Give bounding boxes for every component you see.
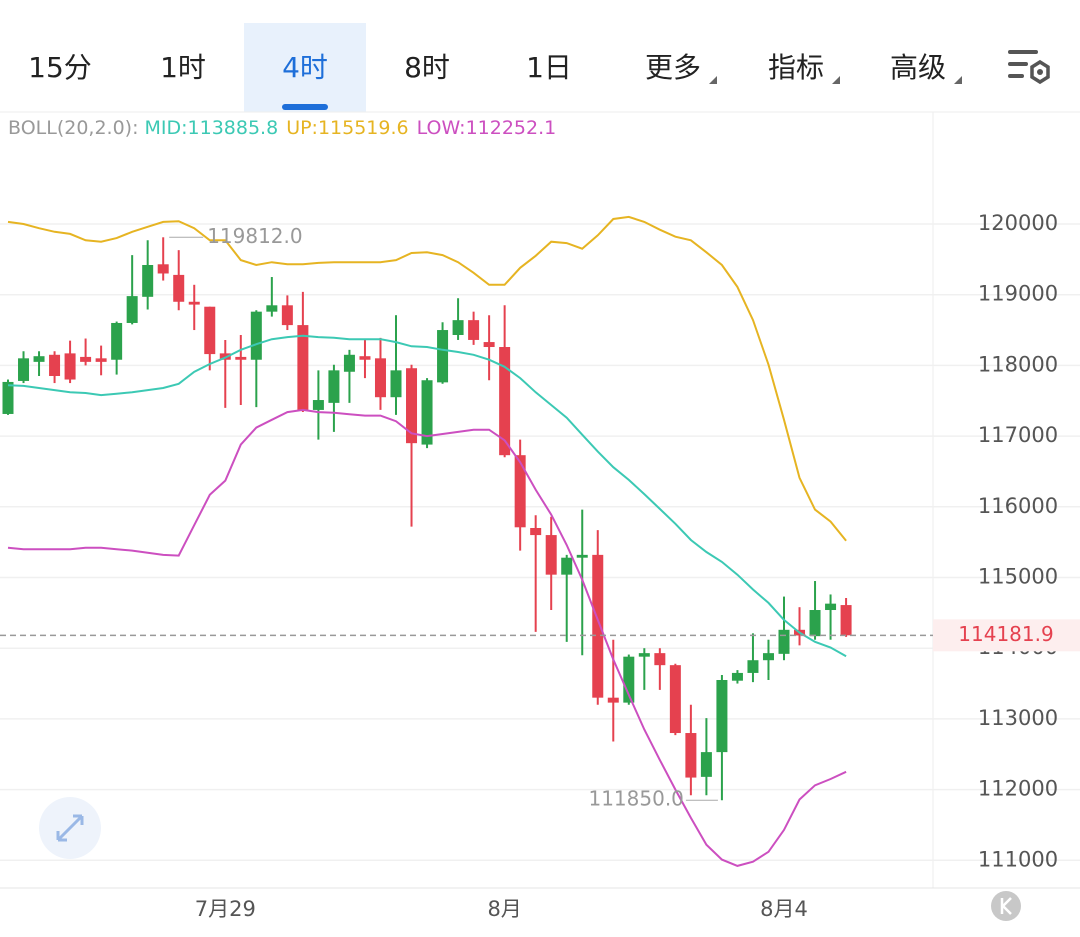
candle-body <box>142 265 154 297</box>
candle-body <box>250 311 262 360</box>
candle-body <box>514 455 526 528</box>
indicator-name: BOLL(20,2.0): <box>8 117 139 139</box>
tab[interactable]: 高级 <box>890 51 946 84</box>
tab[interactable]: 1时 <box>160 51 206 84</box>
candle-body <box>778 629 790 654</box>
candle-body <box>638 653 650 657</box>
annotation: 119812.0 <box>207 224 302 248</box>
candle-body <box>592 554 604 698</box>
y-tick-label: 112000 <box>978 777 1058 801</box>
y-tick-label: 111000 <box>978 847 1058 871</box>
legend-entry: MID:113885.8 <box>145 117 279 139</box>
candle-body <box>483 342 495 348</box>
tab[interactable]: 15分 <box>28 51 92 84</box>
candle-body <box>607 697 619 703</box>
annotation: 111850.0 <box>588 787 683 811</box>
candle-body <box>452 320 464 335</box>
candle-body <box>840 605 852 636</box>
tab-active-indicator <box>282 104 328 110</box>
y-tick-label: 119000 <box>978 282 1058 306</box>
expand-button[interactable] <box>39 797 101 859</box>
candle-body <box>762 653 774 661</box>
candle-body <box>173 274 185 302</box>
candle-body <box>312 400 324 410</box>
last-price-badge <box>933 619 1080 652</box>
tab[interactable]: 1日 <box>526 51 572 84</box>
candle-body <box>700 752 712 777</box>
tab[interactable]: 8时 <box>404 51 450 84</box>
plot: 119812.0 111850.0 114181.9 <box>0 215 1080 867</box>
x-tick-label: 8月 <box>487 897 521 921</box>
tab[interactable]: 4时 <box>282 51 328 84</box>
legend-entry: UP:115519.6 <box>286 117 408 139</box>
candle-body <box>49 354 61 376</box>
y-tick-label: 113000 <box>978 706 1058 730</box>
dropdown-arrow <box>709 76 717 84</box>
candle-body <box>545 535 557 575</box>
candle-body <box>359 356 371 360</box>
candle-body <box>33 356 45 362</box>
dropdown-arrow <box>954 76 962 84</box>
scroll-latest-button[interactable] <box>991 891 1021 921</box>
x-tick-label: 7月29 <box>195 897 256 921</box>
candle-body <box>747 660 759 673</box>
tab[interactable]: 更多 <box>645 51 701 84</box>
indicator-legend: BOLL(20,2.0): MID:113885.8 UP:115519.6 LOW:… <box>8 117 556 139</box>
tab-bar: 15分 1时 4时 8时 1日 更多 指标 高级 <box>28 23 962 112</box>
settings-icon[interactable] <box>1008 50 1050 85</box>
candle-body <box>530 528 542 536</box>
candle-body <box>561 557 573 575</box>
candle-body <box>2 381 14 414</box>
y-tick-label: 116000 <box>978 494 1058 518</box>
last-price-label: 114181.9 <box>958 622 1053 646</box>
boll-line <box>7 215 847 542</box>
tab-active-bg <box>244 23 366 112</box>
grid: 1110001120001130001140001150001160001170… <box>0 211 1080 921</box>
legend-entry: LOW:112252.1 <box>417 117 557 139</box>
candle-body <box>576 554 588 558</box>
y-tick-label: 117000 <box>978 423 1058 447</box>
tab[interactable]: 指标 <box>768 51 824 84</box>
candle-body <box>669 665 681 734</box>
candle-body <box>374 358 386 398</box>
candle-body <box>95 358 107 362</box>
candle-body <box>623 656 635 703</box>
candle-body <box>685 733 697 778</box>
candle-body <box>204 306 216 355</box>
boll-line <box>7 334 847 658</box>
candle-body <box>468 320 480 340</box>
candle-body <box>731 672 743 681</box>
candle-body <box>157 264 169 274</box>
candle-body <box>716 680 728 753</box>
candle-body <box>235 356 247 360</box>
candle-body <box>390 370 402 398</box>
y-tick-label: 115000 <box>978 564 1058 588</box>
candle-body <box>499 347 511 456</box>
candle-body <box>126 296 138 323</box>
candle-body <box>18 358 30 381</box>
candle-body <box>654 653 666 666</box>
candle-body <box>111 322 123 360</box>
candle-body <box>825 603 837 611</box>
candle-body <box>437 330 449 383</box>
y-tick-label: 118000 <box>978 352 1058 376</box>
candle-body <box>297 325 309 410</box>
dropdown-arrow <box>832 76 840 84</box>
candle-body <box>266 305 278 312</box>
candle-body <box>343 354 355 372</box>
candle-body <box>64 353 76 380</box>
y-tick-label: 120000 <box>978 211 1058 235</box>
candle-body <box>281 305 293 326</box>
candle-body <box>80 356 92 362</box>
candle-body <box>809 610 821 637</box>
x-tick-label: 8月4 <box>760 897 808 921</box>
candle-body <box>188 301 200 305</box>
candle-body <box>406 368 418 444</box>
boll-line <box>7 408 847 867</box>
candle-body <box>328 370 340 403</box>
candle-body <box>421 380 433 445</box>
